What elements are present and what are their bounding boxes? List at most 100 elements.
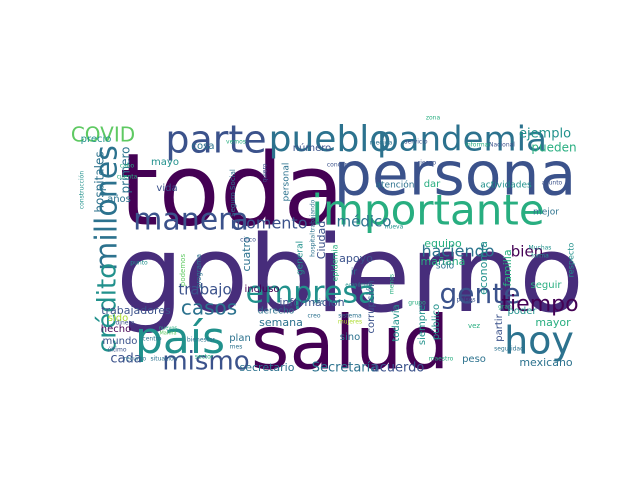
word-importante: importante xyxy=(311,186,544,235)
word-servicio: servicio xyxy=(404,139,427,146)
word-cuatro: cuatro xyxy=(240,236,253,271)
word-quiero: quiero xyxy=(262,163,269,182)
word-concer: concer xyxy=(327,162,348,169)
word-trabajando: trabajando xyxy=(310,199,317,232)
word-dar: dar xyxy=(424,179,441,190)
word-cuenta: cuenta xyxy=(117,174,138,181)
word-pandemia: pandemia xyxy=(377,120,547,160)
word-grupo: grupo xyxy=(408,300,426,307)
word-situacion: situación xyxy=(150,356,177,363)
word-mundo: mundo xyxy=(103,336,138,347)
word-actividades: actividades xyxy=(480,181,532,191)
word-economica: económica xyxy=(345,282,372,289)
word-personal: personal xyxy=(282,163,292,202)
word-ultimo: último xyxy=(107,347,126,354)
word-seguro-social: Seguro Social xyxy=(229,169,237,217)
word-riesgo: riesgo xyxy=(418,160,437,167)
word-casos: casos xyxy=(181,296,237,320)
word-solo: sólo xyxy=(436,261,455,272)
word-pueblo: pueblo xyxy=(269,119,392,160)
word-tiempo: tiempo xyxy=(501,292,578,317)
word-secretario: secretario xyxy=(240,361,295,374)
word-millones: millones xyxy=(90,145,125,271)
word-marina: Marina xyxy=(159,331,176,337)
word-covid: COVID xyxy=(71,123,135,147)
word-cada: cada xyxy=(110,352,141,367)
word-nacional: Nacional xyxy=(489,142,515,149)
word-economia: economía xyxy=(477,241,490,295)
word-apoyo: apoyo xyxy=(339,252,373,265)
word-parte: parte xyxy=(165,118,266,162)
word-informacion: información xyxy=(279,296,344,309)
word-empresa: empresa xyxy=(246,276,377,311)
word-ciudad: Ciudad xyxy=(315,221,328,259)
word-partir: partir xyxy=(494,313,505,341)
word-trabajo: trabajo xyxy=(178,281,231,299)
word-publico: público xyxy=(430,304,442,340)
word-recurso: recurso xyxy=(124,356,147,363)
word-bien: bien xyxy=(511,243,543,261)
word-menos: menos xyxy=(389,274,396,294)
word-gran: gran xyxy=(498,304,512,311)
word-sistema: sistema xyxy=(338,313,362,320)
word-siempre: siempre xyxy=(417,305,428,345)
word-cinco: cinco xyxy=(240,237,256,244)
word-gobierno: gobierno xyxy=(116,213,584,336)
word-familia: familia xyxy=(501,249,514,286)
word-medico: médico xyxy=(337,213,392,231)
word-podemos: podemos xyxy=(179,254,187,287)
word-sector: sector xyxy=(195,354,214,361)
word-seguir: seguir xyxy=(531,280,563,291)
word-mexicano: mexicano xyxy=(519,356,573,369)
word-poder: poder xyxy=(507,306,537,317)
word-incluso: incluso xyxy=(244,284,279,295)
word-derecho: derecho xyxy=(258,307,295,317)
word-semana: semana xyxy=(259,316,303,329)
word-salud: salud xyxy=(251,301,449,387)
word-acuerdo: acuerdo xyxy=(372,361,425,376)
word-cabo: cabo xyxy=(120,163,135,170)
word-maestro: maestro xyxy=(429,356,454,363)
word-epidemia: epidemia xyxy=(331,244,340,281)
word-construccion: construcción xyxy=(79,171,86,209)
word-creo: creo xyxy=(308,313,321,320)
word-pueden: pueden xyxy=(531,141,576,155)
word-precio: precio xyxy=(81,134,112,145)
word-hoy: hoy xyxy=(504,319,574,363)
word-programa: programa xyxy=(195,254,203,288)
word-hecho: hecho xyxy=(101,324,131,335)
word-ir: ir xyxy=(351,268,358,278)
word-hospitales: hospitales xyxy=(93,151,107,212)
word-plan: plan xyxy=(229,333,251,344)
word-mismo: mismo xyxy=(162,347,249,377)
word-momento: momento xyxy=(230,214,307,233)
word-mayor: mayor xyxy=(535,316,571,329)
word-asunto: asunto xyxy=(542,180,563,187)
word-persona: persona xyxy=(334,140,576,210)
word-zona: zona xyxy=(426,115,441,122)
word-todavia: todavía xyxy=(390,304,402,341)
word-respecto: respecto xyxy=(567,243,576,278)
word-mayo: mayo xyxy=(151,157,179,168)
word-equipo: equipo xyxy=(424,237,462,250)
word-primero: primero xyxy=(119,147,133,194)
word-mejor: mejor xyxy=(533,208,559,218)
word-toda: toda xyxy=(119,131,344,248)
word-hospital: hospital xyxy=(310,233,317,257)
word-cosa: cosa xyxy=(192,141,215,152)
word-sino: sino xyxy=(340,332,360,343)
word-seis: seis xyxy=(312,299,324,306)
word-mes: mes xyxy=(230,344,243,351)
word-peso: peso xyxy=(462,354,486,365)
word-mujeres: mujeres xyxy=(338,319,362,326)
word-punto: punto xyxy=(130,260,148,267)
word-haciendo: haciendo xyxy=(421,242,494,261)
word-centro: centro xyxy=(142,336,161,343)
word-ejemplo: ejemplo xyxy=(519,127,571,142)
word-general: general xyxy=(296,241,306,275)
word-anos: años xyxy=(107,194,131,205)
word-vida: vida xyxy=(156,183,177,194)
word-nuevos: nuevos xyxy=(159,326,177,332)
